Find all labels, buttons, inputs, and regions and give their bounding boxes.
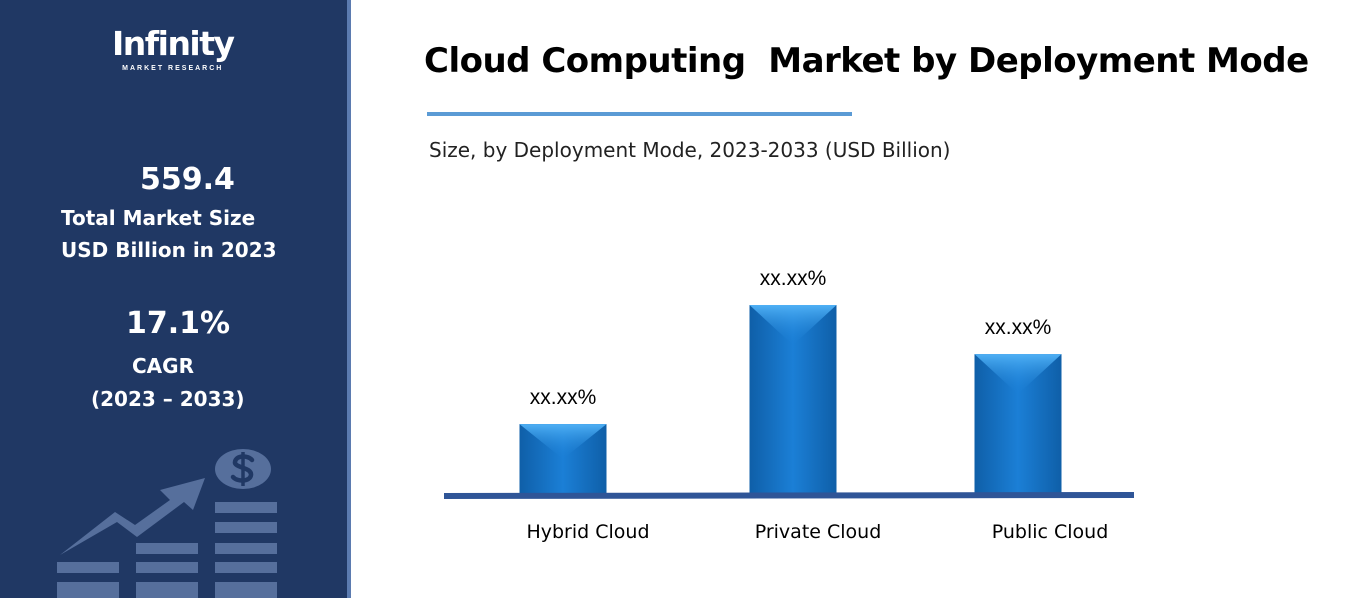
category-label: Hybrid Cloud xyxy=(526,521,649,543)
market-size-unit: USD Billion in 2023 xyxy=(61,238,277,262)
logo: Infinity MARKET RESEARCH xyxy=(112,24,235,73)
bar-highlight xyxy=(749,305,837,345)
chart-subtitle: Size, by Deployment Mode, 2023-2033 (USD… xyxy=(429,138,951,162)
data-label: xx.xx% xyxy=(760,267,827,290)
logo-text: Infinity xyxy=(112,24,235,63)
category-label: Public Cloud xyxy=(992,521,1109,543)
cagr-value: 17.1% xyxy=(126,306,231,341)
cagr-period: (2023 – 2033) xyxy=(91,387,245,411)
data-label: xx.xx% xyxy=(985,316,1052,339)
market-size-label: Total Market Size xyxy=(61,206,256,230)
market-size-value: 559.4 xyxy=(140,162,235,197)
growth-chart-icon xyxy=(57,449,277,598)
dollar-icon xyxy=(230,452,255,486)
bar-highlight xyxy=(974,354,1062,395)
x-axis-line xyxy=(443,492,1135,499)
bar-highlight xyxy=(519,424,607,460)
cagr-label: CAGR xyxy=(132,354,194,378)
chart-title: Cloud Computing Market by Deployment Mod… xyxy=(424,41,1309,81)
title-underline xyxy=(427,112,852,116)
sidebar: Infinity MARKET RESEARCH 559.4 Total Mar… xyxy=(0,0,351,598)
category-label: Private Cloud xyxy=(755,521,882,543)
data-label: xx.xx% xyxy=(530,386,597,409)
logo-tagline: MARKET RESEARCH xyxy=(122,65,224,72)
